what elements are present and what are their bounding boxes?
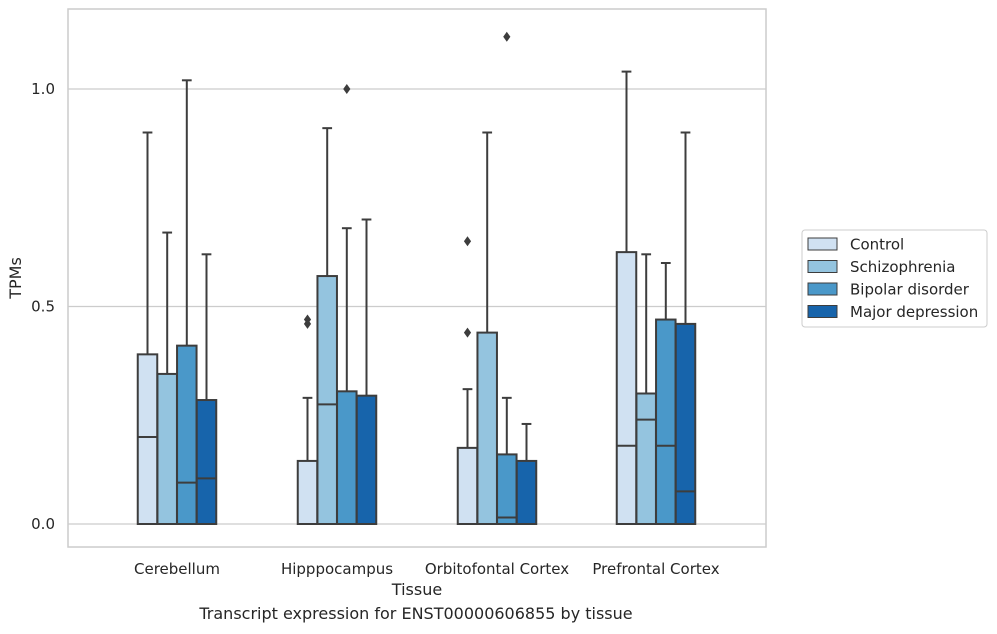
box-major-depression-2 [515,422,538,525]
axes: 0.00.51.01.52.0CerebellumHipppocampusOrb… [31,8,767,578]
box-body [316,275,338,525]
box-plot-chart: 0.00.51.01.52.0CerebellumHipppocampusOrb… [6,8,988,599]
x-tick-label: Hipppocampus [281,560,393,578]
box-body [515,459,538,525]
box-schizophrenia-1 [316,127,338,525]
box-body [336,390,358,526]
legend-swatch [807,282,838,296]
box-body [355,394,378,525]
box-body [176,344,198,525]
box-schizophrenia-2 [476,131,498,525]
box-body [136,353,159,525]
legend-label: Schizophrenia [850,258,955,276]
y-tick-label: 1.0 [31,80,55,98]
box-control-3 [615,70,638,525]
legend-item: Schizophrenia [807,258,955,276]
box-major-depression-3 [674,131,697,525]
legend-swatch [807,305,838,318]
box-body [635,392,657,525]
legend-frame [801,229,988,328]
legend-label: Bipolar disorder [850,281,970,299]
x-tick-label: Cerebellum [134,560,220,578]
outlier-point [463,327,472,338]
x-axis-title: Tissue [391,580,442,599]
outlier-point [503,31,511,42]
box-schizophrenia-0 [156,231,178,525]
legend-item: Major depression [807,303,978,321]
box-body [296,459,319,525]
legend-label: Control [850,236,904,254]
box-body [456,446,479,525]
plot-frame [67,8,767,548]
boxes [136,31,697,526]
y-tick-label: 0.0 [31,515,55,533]
box-major-depression-1 [355,218,378,525]
legend-item: Control [807,236,904,254]
box-control-2 [456,236,479,525]
box-body [674,322,697,525]
legend-swatch [807,237,838,251]
box-bipolar-disorder-0 [176,79,198,525]
chart-caption: Transcript expression for ENST0000060685… [199,604,633,623]
box-control-0 [136,131,159,525]
x-tick-label: Prefrontal Cortex [592,560,719,578]
box-body [655,318,677,525]
box-body [195,399,218,525]
box-body [496,453,518,525]
x-tick-label: Orbitofontal Cortex [425,560,569,578]
box-bipolar-disorder-2 [496,31,518,525]
box-bipolar-disorder-1 [336,84,358,526]
box-body [615,251,638,525]
outlier-point [303,314,312,325]
box-schizophrenia-3 [635,253,657,525]
legend-item: Bipolar disorder [807,281,970,299]
outlier-point [463,236,472,247]
box-bipolar-disorder-3 [655,262,677,525]
box-major-depression-0 [195,253,218,525]
box-body [156,372,178,525]
y-axis-title: TPMs [6,257,25,300]
box-body [476,331,498,525]
outlier-point [343,84,351,94]
legend-label: Major depression [850,303,978,321]
legend: Control Schizophrenia Bipolar disorder Majo… [801,229,988,328]
box-control-1 [296,314,319,525]
legend-swatch [807,260,838,273]
y-tick-label: 0.5 [31,298,55,316]
